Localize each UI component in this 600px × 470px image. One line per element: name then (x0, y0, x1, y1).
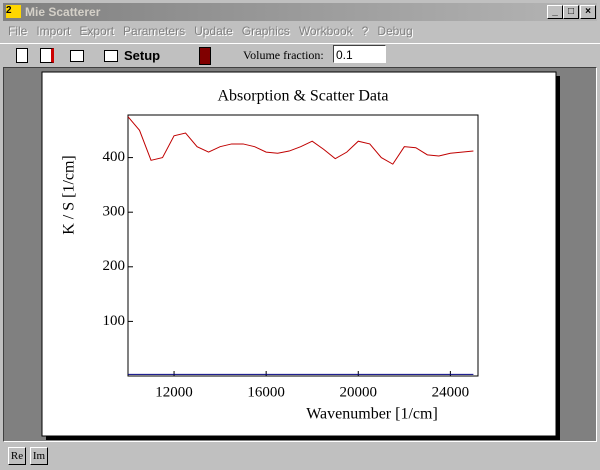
menu-item[interactable]: Debug (377, 24, 413, 38)
menu-item[interactable]: Parameters (123, 24, 186, 38)
chart-page (41, 71, 557, 437)
title-bar: 2 Mie Scatterer _ □ × (3, 3, 597, 21)
minimize-button[interactable]: _ (547, 5, 563, 19)
open-icon[interactable] (40, 48, 54, 63)
x-tick-label: 24000 (432, 384, 470, 400)
volume-input[interactable]: 0.1 (333, 45, 386, 63)
setup-icon[interactable] (104, 50, 118, 62)
x-tick-label: 20000 (340, 384, 378, 400)
menu-item[interactable]: Workbook (298, 24, 353, 38)
data-line (127, 116, 474, 165)
menu-item[interactable]: File (8, 24, 28, 38)
maximize-button[interactable]: □ (563, 5, 579, 19)
y-tick-label: 400 (103, 149, 126, 165)
x-axis-label: Wavenumber [1/cm] (306, 406, 438, 423)
stop-icon[interactable] (199, 47, 211, 65)
window-title: Mie Scatterer (25, 5, 101, 19)
y-tick-label: 300 (103, 204, 126, 220)
menu-item[interactable]: ? (361, 24, 369, 38)
menu-item[interactable]: Export (79, 24, 115, 38)
x-tick-label: 16000 (247, 384, 285, 400)
plot-frame (127, 114, 479, 377)
setup-button[interactable]: Setup (124, 48, 161, 63)
print-icon[interactable] (70, 50, 84, 62)
im-button[interactable]: Im (30, 447, 48, 465)
volume-label: Volume fraction: (243, 48, 324, 62)
toolbar: Setup Volume fraction: (0, 43, 600, 68)
menu-item[interactable]: Graphics (241, 24, 290, 38)
y-tick-label: 100 (103, 313, 126, 329)
x-tick-label: 12000 (155, 384, 193, 400)
menu-item[interactable]: Import (36, 24, 71, 38)
chart-title: Absorption & Scatter Data (217, 88, 388, 105)
y-axis-label: K / S [1/cm] (61, 155, 78, 235)
new-icon[interactable] (16, 48, 28, 63)
app-icon: 2 (6, 5, 21, 18)
menu-item[interactable]: Update (194, 24, 233, 38)
menu-bar: File Import Export Parameters Update Graphics… (8, 24, 422, 42)
y-tick-label: 200 (103, 258, 126, 274)
close-button[interactable]: × (580, 5, 596, 19)
re-button[interactable]: Re (8, 447, 26, 465)
